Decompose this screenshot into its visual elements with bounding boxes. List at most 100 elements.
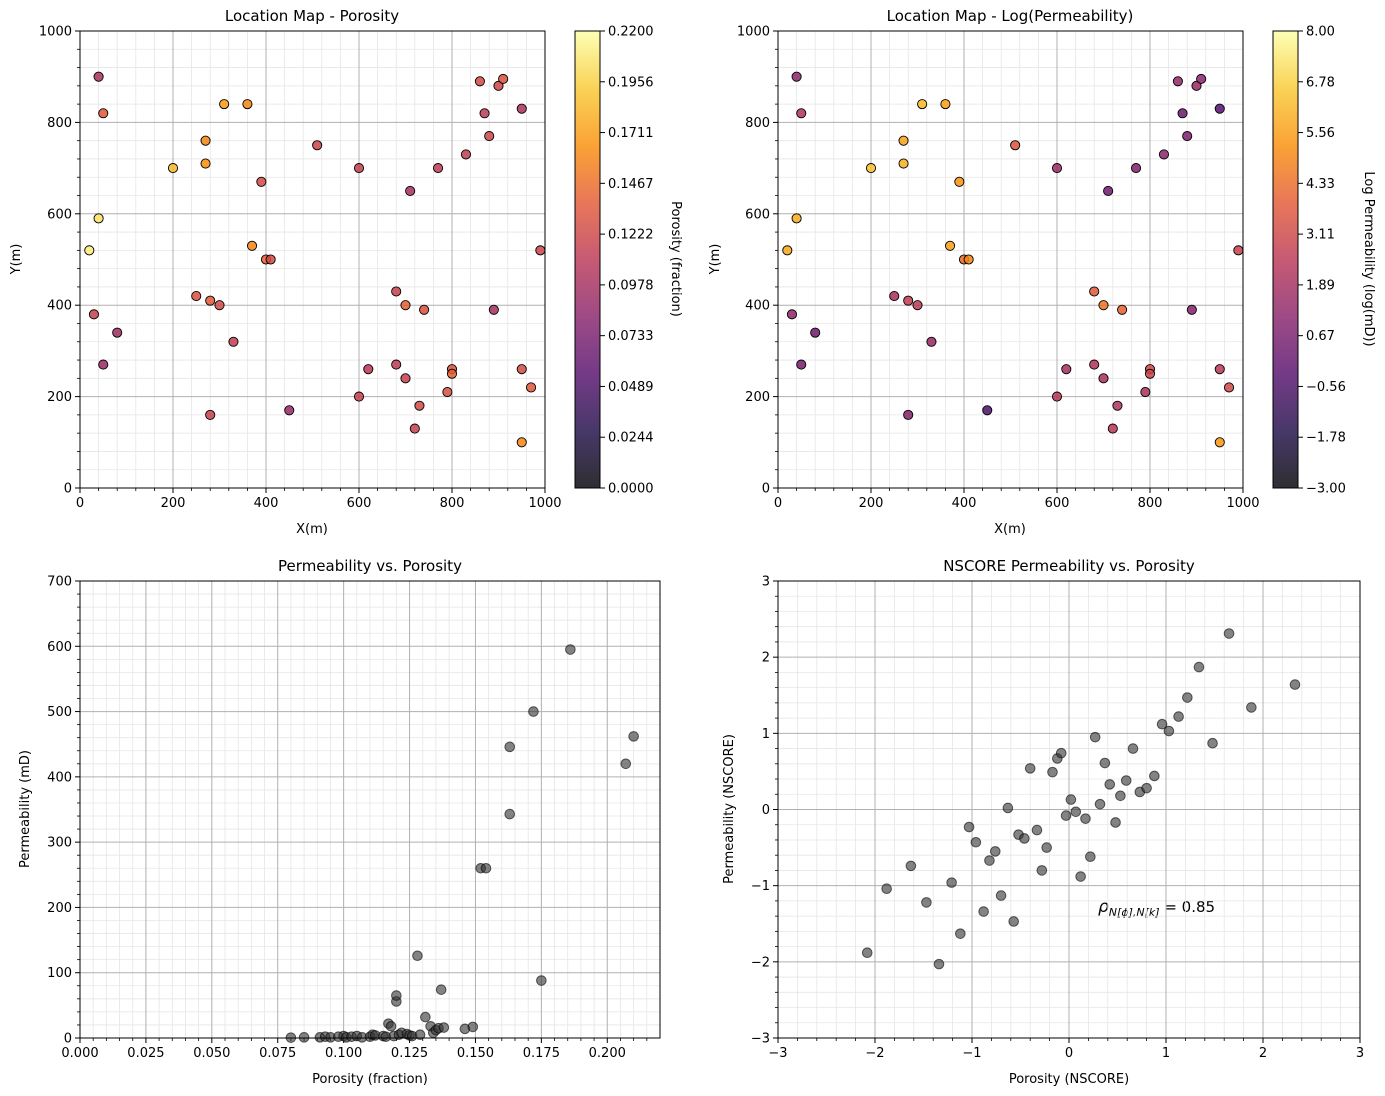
data-point (791, 71, 802, 82)
data-point (493, 80, 504, 91)
data-point (628, 731, 639, 742)
colorbar-tick-label: 0.0489 (608, 380, 654, 395)
y-tick-label: 600 (745, 207, 770, 222)
data-point (796, 359, 807, 370)
data-point (898, 158, 909, 169)
data-point (1158, 149, 1169, 160)
data-point (391, 286, 402, 297)
data-point (535, 245, 546, 256)
y-tick-label: 600 (47, 207, 72, 222)
y-tick-label: 1 (762, 727, 770, 742)
y-tick-label: 400 (745, 299, 770, 314)
data-point (955, 928, 966, 939)
data-point (1193, 661, 1205, 673)
data-point (200, 158, 211, 169)
data-point (536, 975, 547, 986)
data-point (1177, 108, 1188, 119)
chart-title: Permeability vs. Porosity (278, 557, 462, 575)
data-point (889, 291, 900, 302)
data-point (903, 295, 914, 306)
nscore-perm-vs-porosity-plot: NSCORE Permeability vs. Porosity Porosit… (722, 557, 1364, 1087)
data-point (1070, 806, 1082, 818)
data-point (1144, 368, 1156, 379)
data-point (504, 741, 516, 753)
data-point (1172, 76, 1183, 87)
data-point (1065, 794, 1077, 805)
data-point (1214, 364, 1225, 375)
data-point (88, 309, 99, 320)
data-point (1214, 437, 1225, 448)
x-tick-label: 0 (1065, 1046, 1073, 1061)
colorbar-tick-label: 4.33 (1306, 177, 1335, 192)
data-point (98, 108, 109, 119)
data-point (1127, 743, 1139, 754)
colorbar-tick-label: 0.1956 (608, 75, 654, 90)
data-point (1214, 103, 1225, 114)
colorbar-gradient (575, 31, 600, 488)
data-points (285, 644, 639, 1043)
data-point (1098, 373, 1109, 384)
data-point (446, 368, 458, 379)
x-axis-label: Porosity (NSCORE) (1009, 1072, 1129, 1087)
data-point (93, 213, 104, 224)
data-point (1060, 810, 1072, 821)
correlation-subscript: N[ϕ],N[k] (1109, 906, 1160, 919)
data-point (1120, 775, 1132, 786)
data-point (438, 1022, 450, 1033)
data-point (432, 163, 444, 174)
colorbar-tick-label: 1.89 (1306, 278, 1335, 293)
colorbar-tick-label: 0.0733 (608, 329, 654, 344)
data-point (946, 877, 957, 888)
data-point (945, 240, 956, 251)
data-point (1112, 400, 1123, 411)
data-points (84, 71, 546, 448)
data-point (1080, 813, 1091, 824)
y-tick-label: 200 (47, 390, 72, 405)
data-point (528, 706, 539, 717)
x-tick-label: 0 (774, 496, 782, 511)
data-point (1098, 300, 1109, 311)
data-point (912, 300, 923, 311)
data-point (442, 386, 453, 398)
data-point (1182, 692, 1193, 703)
colorbar-tick-label: 5.56 (1306, 126, 1335, 141)
data-point (1075, 871, 1086, 882)
data-point (620, 758, 632, 770)
data-point (167, 163, 179, 174)
x-tick-label: 0.050 (193, 1046, 230, 1061)
y-tick-label: 100 (47, 966, 72, 981)
data-point (363, 364, 374, 375)
y-tick-label: −1 (751, 879, 770, 894)
colorbar-frame (574, 30, 601, 489)
colorbar-label: Porosity (fraction) (668, 201, 683, 317)
porosity-location-map: Location Map - Porosity X(m) Y(m) Porosi… (9, 7, 683, 537)
data-point (905, 860, 917, 872)
data-point (1191, 80, 1202, 91)
data-point (1107, 423, 1118, 434)
data-point (1002, 802, 1014, 814)
y-tick-label: 300 (47, 836, 72, 851)
data-point (1182, 131, 1193, 142)
data-point (921, 897, 932, 908)
correlation-annotation: ρN[ϕ],N[k] = 0.85 (1098, 897, 1215, 919)
colorbar-tick-label: 6.78 (1306, 75, 1335, 90)
data-point (1010, 140, 1021, 151)
data-point (353, 163, 365, 174)
colorbar-tick-label: −0.56 (1306, 380, 1346, 395)
x-tick-label: 0.175 (523, 1046, 560, 1061)
data-point (954, 176, 965, 187)
colorbar: −3.00 −1.78 −0.56 0.67 1.89 3.11 4.33 5.56 6.78 8… (1272, 25, 1346, 497)
data-point (1196, 73, 1207, 85)
plot-frame (79, 580, 661, 1039)
x-tick-label: 0.075 (259, 1046, 296, 1061)
y-tick-label: 400 (47, 299, 72, 314)
colorbar-tick-label: 3.11 (1306, 228, 1335, 243)
data-point (963, 254, 974, 265)
x-axis-label: X(m) (296, 522, 328, 537)
data-point (1104, 779, 1116, 790)
x-tick-label: 1000 (528, 496, 561, 511)
colorbar-tick-label: 0.1222 (608, 228, 654, 243)
data-point (228, 336, 239, 347)
data-point (460, 149, 472, 160)
data-point (1089, 731, 1101, 743)
